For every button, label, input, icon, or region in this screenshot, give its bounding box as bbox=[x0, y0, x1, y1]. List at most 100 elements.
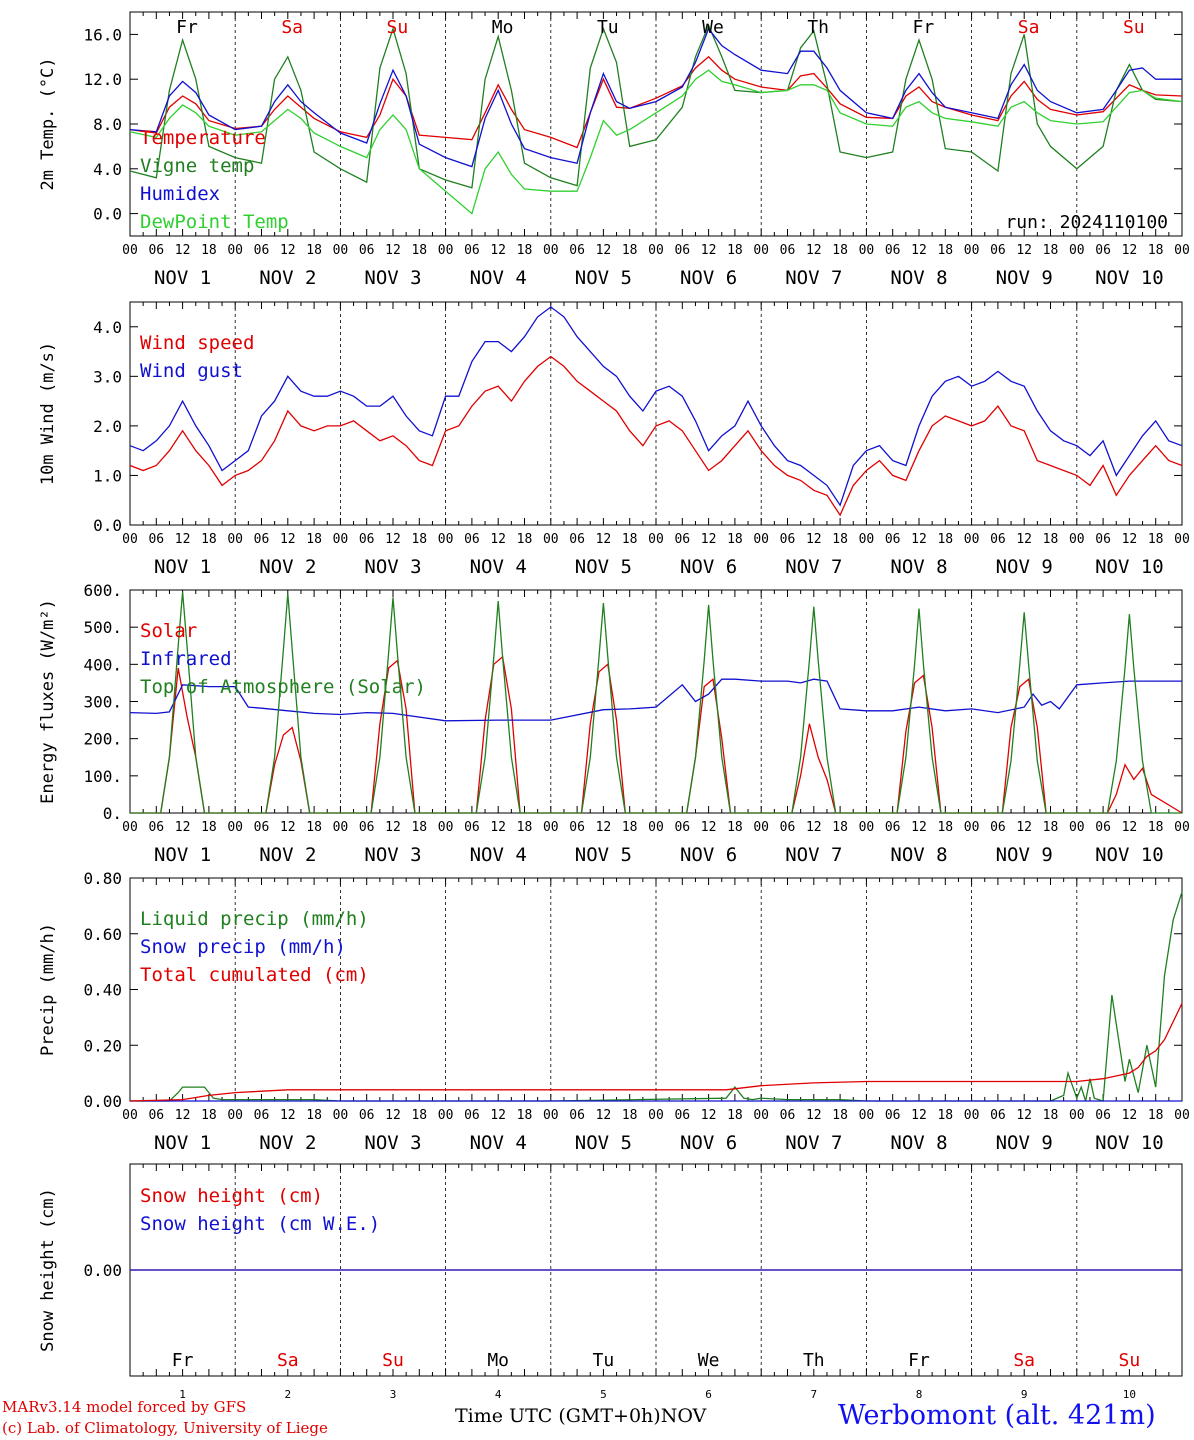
hour-tick-label: 18 bbox=[411, 820, 427, 835]
hour-tick-label: 18 bbox=[1148, 532, 1164, 547]
hour-tick-label: 06 bbox=[359, 532, 375, 547]
hour-tick-label: 06 bbox=[885, 532, 901, 547]
weekday-label: Fr bbox=[913, 17, 935, 38]
y-tick-label: 300. bbox=[83, 693, 122, 712]
day-number: 2 bbox=[284, 1388, 291, 1401]
hour-tick-label: 18 bbox=[1043, 532, 1059, 547]
panel-snow: 0.00 Snow height (cm) Snow height (cm) Snow… bbox=[38, 1163, 1183, 1401]
hour-tick-label: 00 bbox=[227, 820, 243, 835]
hour-tick-label: 18 bbox=[306, 532, 322, 547]
day-number: 4 bbox=[495, 1388, 502, 1401]
hour-tick-label: 00 bbox=[1069, 532, 1085, 547]
y-tick-label: 0.00 bbox=[83, 1092, 122, 1111]
weekday-label: Sa bbox=[1018, 17, 1040, 38]
y-tick-label: 0.40 bbox=[83, 981, 122, 1000]
date-label: NOV 3 bbox=[364, 1132, 421, 1154]
hour-tick-label: 12 bbox=[1122, 1108, 1138, 1123]
hour-tick-label: 12 bbox=[175, 820, 191, 835]
hour-tick-label: 06 bbox=[464, 532, 480, 547]
hour-tick-label: 18 bbox=[727, 1108, 743, 1123]
hour-tick-label: 18 bbox=[622, 1108, 638, 1123]
hour-tick-label: 12 bbox=[1122, 532, 1138, 547]
hour-tick-label: 06 bbox=[464, 243, 480, 258]
hour-tick-label: 12 bbox=[280, 532, 296, 547]
hour-tick-label: 12 bbox=[596, 532, 612, 547]
hour-tick-label: 00 bbox=[333, 1108, 349, 1123]
hour-tick-label: 00 bbox=[859, 243, 875, 258]
hour-tick-label: 06 bbox=[359, 243, 375, 258]
hour-tick-label: 18 bbox=[411, 532, 427, 547]
hour-tick-label: 12 bbox=[1016, 820, 1032, 835]
date-label: NOV 5 bbox=[575, 267, 632, 289]
date-label: NOV 1 bbox=[154, 556, 211, 578]
day-number: 10 bbox=[1123, 1388, 1136, 1401]
hour-tick-label: 00 bbox=[438, 243, 454, 258]
date-label: NOV 4 bbox=[470, 556, 527, 578]
time-axis-title: Time UTC (GMT+0h)NOV bbox=[455, 1405, 707, 1427]
date-label: NOV 4 bbox=[470, 1132, 527, 1154]
legend-entry: Infrared bbox=[140, 648, 232, 670]
date-label: NOV 9 bbox=[996, 267, 1053, 289]
hour-tick-label: 00 bbox=[438, 532, 454, 547]
hour-tick-label: 18 bbox=[622, 532, 638, 547]
series-line-temperature-3 bbox=[129, 69, 1183, 215]
hour-tick-label: 12 bbox=[175, 243, 191, 258]
hour-tick-label: 12 bbox=[596, 820, 612, 835]
y-tick-label: 12.0 bbox=[83, 70, 122, 89]
hour-tick-label: 00 bbox=[859, 1108, 875, 1123]
hour-tick-label: 00 bbox=[333, 243, 349, 258]
hour-tick-label: 18 bbox=[306, 1108, 322, 1123]
hour-tick-label: 12 bbox=[490, 532, 506, 547]
hour-tick-label: 06 bbox=[990, 1108, 1006, 1123]
weekday-label: Su bbox=[382, 1350, 404, 1371]
weekday-label: Mo bbox=[492, 17, 514, 38]
weekday-label: Th bbox=[807, 17, 829, 38]
date-label: NOV 1 bbox=[154, 844, 211, 866]
hour-tick-label: 00 bbox=[543, 1108, 559, 1123]
hour-tick-label: 06 bbox=[1095, 820, 1111, 835]
hour-tick-label: 06 bbox=[990, 532, 1006, 547]
legend-entry: Wind speed bbox=[140, 332, 254, 354]
hour-tick-label: 12 bbox=[596, 243, 612, 258]
hour-tick-label: 06 bbox=[780, 1108, 796, 1123]
hour-tick-label: 12 bbox=[911, 820, 927, 835]
panel-frame bbox=[129, 301, 1183, 526]
hour-tick-label: 18 bbox=[411, 243, 427, 258]
hour-tick-label: 00 bbox=[333, 820, 349, 835]
date-label: NOV 10 bbox=[1095, 844, 1164, 866]
hour-tick-label: 06 bbox=[780, 243, 796, 258]
hour-tick-label: 00 bbox=[964, 1108, 980, 1123]
hour-tick-label: 18 bbox=[832, 820, 848, 835]
hour-tick-label: 18 bbox=[727, 820, 743, 835]
y-tick-label: 0.80 bbox=[83, 869, 122, 888]
date-label: NOV 6 bbox=[680, 267, 737, 289]
legend-entry: Top of Atmosphere (Solar) bbox=[140, 676, 426, 698]
hour-tick-label: 06 bbox=[464, 1108, 480, 1123]
hour-tick-label: 18 bbox=[517, 532, 533, 547]
hour-tick-label: 12 bbox=[806, 820, 822, 835]
hour-tick-label: 12 bbox=[701, 243, 717, 258]
date-label: NOV 5 bbox=[575, 1132, 632, 1154]
legend-entry: Snow precip (mm/h) bbox=[140, 936, 346, 958]
hour-tick-label: 06 bbox=[885, 820, 901, 835]
hour-tick-label: 12 bbox=[1122, 243, 1138, 258]
hour-tick-label: 12 bbox=[596, 1108, 612, 1123]
hour-tick-label: 00 bbox=[227, 1108, 243, 1123]
legend-entry: DewPoint Temp bbox=[140, 211, 289, 233]
hour-tick-label: 18 bbox=[1148, 820, 1164, 835]
hour-tick-label: 06 bbox=[674, 1108, 690, 1123]
hour-tick-label: 06 bbox=[569, 1108, 585, 1123]
hour-tick-label: 06 bbox=[780, 532, 796, 547]
weekday-label: Fr bbox=[908, 1350, 930, 1371]
y-tick-label: 4.0 bbox=[93, 318, 122, 337]
weekday-label: Sa bbox=[1013, 1350, 1035, 1371]
panel-temperature: 0.0 4.0 8.0 12.0 16.0 2m Temp. (°C) Temperatur… bbox=[38, 11, 1190, 289]
hour-tick-label: 18 bbox=[937, 532, 953, 547]
date-label: NOV 2 bbox=[259, 556, 316, 578]
date-label: NOV 4 bbox=[470, 267, 527, 289]
hour-tick-label: 12 bbox=[175, 1108, 191, 1123]
hour-tick-label: 12 bbox=[806, 1108, 822, 1123]
hour-tick-label: 00 bbox=[227, 243, 243, 258]
series-line-energy-2 bbox=[130, 591, 1182, 814]
